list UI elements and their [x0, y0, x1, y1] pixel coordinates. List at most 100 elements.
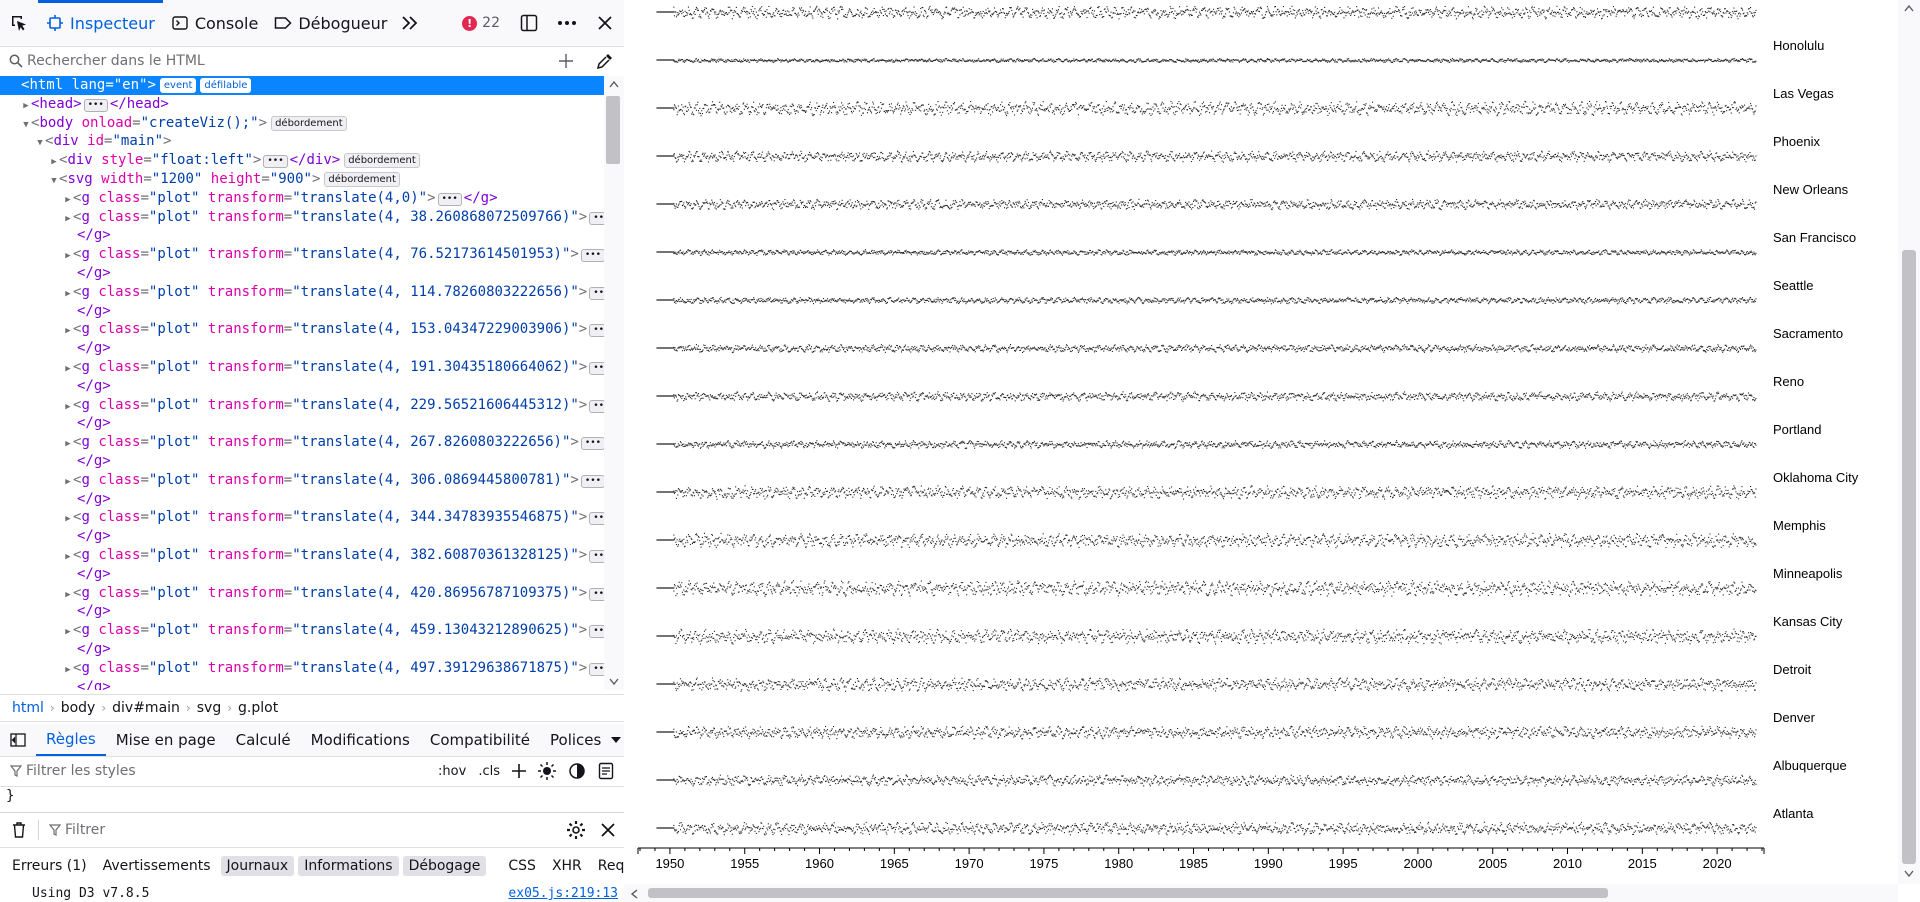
tab-compatibilite[interactable]: Compatibilité: [420, 724, 540, 756]
tab-inspecteur[interactable]: Inspecteur: [38, 0, 163, 46]
tab-mise-en-page[interactable]: Mise en page: [106, 724, 226, 756]
collapsed-content-icon[interactable]: •••: [589, 362, 604, 375]
tree-node-g-plot[interactable]: ▶ <g class="plot" transform="translate(4,…: [0, 283, 604, 302]
tree-node-head[interactable]: ▶ <head> ••• </head>: [0, 95, 604, 114]
breadcrumb-item-body[interactable]: body: [55, 700, 102, 716]
tree-scroll-thumb[interactable]: [606, 96, 620, 164]
more-tabs-icon[interactable]: [395, 0, 425, 46]
data-point: [991, 16, 992, 17]
tree-node-g-plot[interactable]: ▶ <g class="plot" transform="translate(4,…: [0, 358, 604, 377]
layout-toggle-icon[interactable]: [0, 733, 36, 747]
search-input[interactable]: Rechercher dans le HTML: [27, 53, 558, 69]
tree-node-g-plot[interactable]: ▶ <g class="plot" transform="translate(4,…: [0, 208, 604, 227]
scrollable-badge[interactable]: défilable: [200, 78, 251, 93]
eyedropper-icon[interactable]: [596, 52, 614, 70]
collapsed-content-icon[interactable]: •••: [589, 588, 604, 601]
styles-filter-input[interactable]: Filtrer les styles: [26, 763, 432, 779]
data-point: [1635, 104, 1636, 105]
tree-node-g-plot[interactable]: ▶ <g class="plot" transform="translate(4,…: [0, 471, 604, 490]
element-picker-icon[interactable]: [0, 0, 38, 46]
tab-regles[interactable]: Règles: [36, 724, 106, 756]
collapsed-content-icon[interactable]: •••: [589, 212, 604, 225]
overflow-badge[interactable]: débordement: [271, 116, 347, 131]
collapsed-content-icon[interactable]: •••: [581, 475, 604, 488]
console-source-link[interactable]: ex05.js:219:13: [508, 886, 618, 902]
tree-node-div-main[interactable]: ▼ <div id="main">: [0, 132, 604, 151]
cat-logs[interactable]: Journaux: [221, 856, 295, 876]
tree-node-g-plot[interactable]: ▶ <g class="plot" transform="translate(4,…: [0, 659, 604, 678]
hov-button[interactable]: :hov: [432, 764, 472, 779]
tree-node-body[interactable]: ▼ <body onload="createViz();"> débordement: [0, 114, 604, 133]
cat-warnings[interactable]: Avertissements: [97, 856, 217, 876]
breadcrumb-item-div-main[interactable]: div#main: [106, 700, 186, 716]
tree-node-g-plot[interactable]: ▶ <g class="plot" transform="translate(4,…: [0, 546, 604, 565]
data-point: [1250, 13, 1251, 14]
cat-xhr[interactable]: XHR: [546, 856, 588, 876]
error-count-badge[interactable]: ! 22: [452, 15, 510, 31]
data-point: [888, 61, 889, 62]
gear-icon[interactable]: [566, 820, 586, 840]
cat-requests[interactable]: Requêtes: [592, 856, 625, 876]
collapsed-content-icon[interactable]: •••: [589, 512, 604, 525]
tab-debogueur[interactable]: Débogueur: [266, 0, 395, 46]
close-console-icon[interactable]: [600, 822, 616, 838]
collapsed-content-icon[interactable]: •••: [263, 155, 287, 168]
styles-filter-bar[interactable]: Filtrer les styles :hov .cls: [0, 756, 624, 787]
data-point: [1563, 10, 1564, 11]
tree-node-g-plot[interactable]: ▶ <g class="plot" transform="translate(4,…: [0, 584, 604, 603]
tree-node-svg[interactable]: ▼ <svg width="1200" height="900"> débordem…: [0, 170, 604, 189]
breadcrumb-item-svg[interactable]: svg: [191, 700, 227, 716]
add-rule-icon[interactable]: [506, 764, 532, 778]
tree-node-div-float[interactable]: ▶ <div style="float:left"> ••• </div> débord…: [0, 151, 604, 170]
collapsed-content-icon[interactable]: •••: [589, 625, 604, 638]
collapsed-content-icon[interactable]: •••: [589, 400, 604, 413]
add-node-icon[interactable]: [558, 53, 574, 69]
data-point: [703, 12, 704, 13]
data-point: [911, 112, 912, 113]
tree-node-g-plot[interactable]: ▶ <g class="plot" transform="translate(4,…: [0, 320, 604, 339]
print-simulation-icon[interactable]: [592, 762, 620, 780]
chevron-down-icon[interactable]: [611, 736, 621, 744]
console-filter-input[interactable]: Filtrer: [65, 822, 566, 838]
tree-node-g-plot[interactable]: ▶ <g class="plot" transform="translate(4,…: [0, 189, 604, 208]
cat-errors[interactable]: Erreurs (1): [6, 856, 93, 876]
overflow-badge[interactable]: débordement: [344, 153, 420, 168]
collapsed-content-icon[interactable]: •••: [84, 99, 108, 112]
collapsed-content-icon[interactable]: •••: [589, 324, 604, 337]
light-scheme-icon[interactable]: [532, 762, 562, 780]
collapsed-content-icon[interactable]: •••: [589, 550, 604, 563]
breadcrumb-item-html[interactable]: html: [6, 700, 50, 716]
close-icon[interactable]: [586, 0, 624, 46]
tree-node-g-plot[interactable]: ▶ <g class="plot" transform="translate(4,…: [0, 433, 604, 452]
collapsed-content-icon[interactable]: •••: [589, 287, 604, 300]
cat-css[interactable]: CSS: [502, 856, 542, 876]
collapsed-content-icon[interactable]: •••: [589, 663, 604, 676]
cat-info[interactable]: Informations: [298, 856, 398, 876]
tree-node-g-plot[interactable]: ▶ <g class="plot" transform="translate(4,…: [0, 621, 604, 640]
tree-node-g-plot[interactable]: ▶ <g class="plot" transform="translate(4,…: [0, 508, 604, 527]
tree-scrollbar[interactable]: [604, 76, 624, 690]
tab-polices[interactable]: Polices: [540, 724, 611, 756]
tree-node-html[interactable]: <html lang="en"> event défilable: [0, 76, 604, 95]
cat-debug[interactable]: Débogage: [403, 856, 487, 876]
collapsed-content-icon[interactable]: •••: [438, 193, 462, 206]
event-badge[interactable]: event: [160, 78, 196, 93]
overflow-badge[interactable]: débordement: [324, 172, 400, 187]
tab-console[interactable]: Console: [163, 0, 267, 46]
dock-toggle-icon[interactable]: [510, 0, 548, 46]
tab-calcule[interactable]: Calculé: [226, 724, 301, 756]
cls-button[interactable]: .cls: [472, 764, 506, 779]
html-search-bar[interactable]: Rechercher dans le HTML: [0, 46, 624, 77]
tree-node-g-plot[interactable]: ▶ <g class="plot" transform="translate(4,…: [0, 396, 604, 415]
collapsed-content-icon[interactable]: •••: [581, 437, 604, 450]
trash-icon[interactable]: [12, 822, 26, 838]
collapsed-content-icon[interactable]: •••: [581, 249, 604, 262]
breadcrumb-item-g-plot[interactable]: g.plot: [232, 700, 284, 716]
dark-scheme-icon[interactable]: [562, 762, 592, 780]
data-point: [1305, 109, 1306, 110]
data-point: [1043, 101, 1044, 102]
tab-modifications[interactable]: Modifications: [301, 724, 420, 756]
data-point: [1393, 61, 1394, 62]
more-options-icon[interactable]: [548, 0, 586, 46]
tree-node-g-plot[interactable]: ▶ <g class="plot" transform="translate(4,…: [0, 245, 604, 264]
